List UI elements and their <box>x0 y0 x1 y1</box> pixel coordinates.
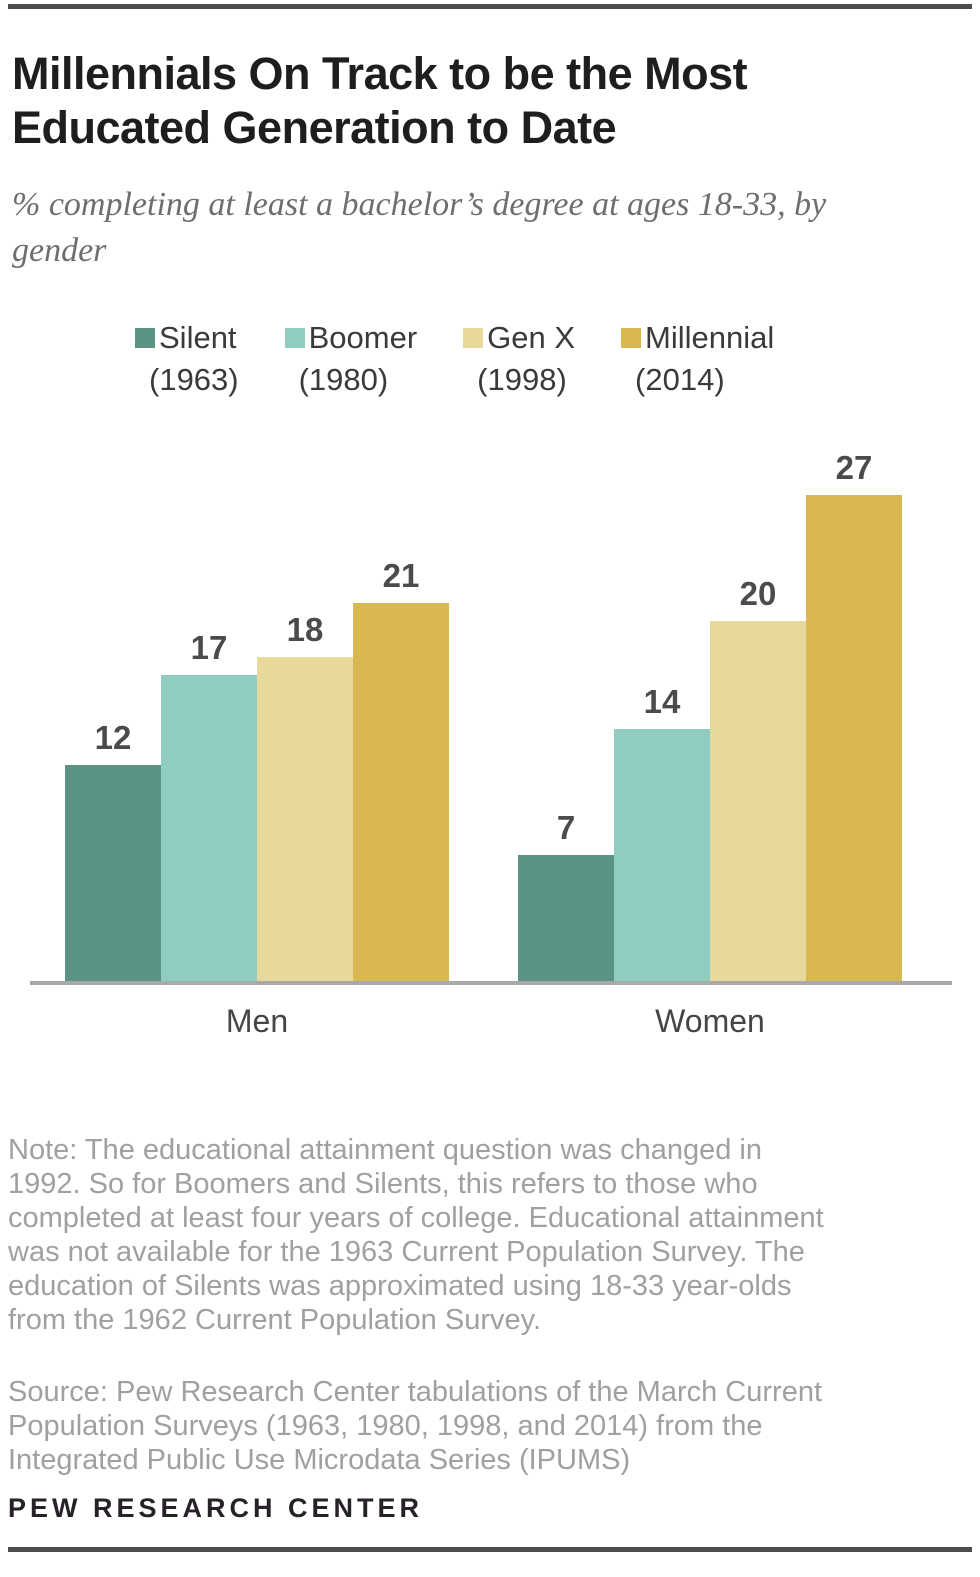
bar-column: 27 <box>806 449 902 981</box>
bar-group-men: 12 17 18 21 <box>65 557 449 981</box>
bottom-rule <box>8 1547 972 1552</box>
legend-item-silent: Silent (1963) <box>135 320 239 398</box>
bar-value-label: 12 <box>94 718 132 756</box>
note-line: from the 1962 Current Population Survey. <box>8 1303 542 1336</box>
category-label-women: Women <box>655 1002 765 1039</box>
bar-value-label: 14 <box>643 682 681 720</box>
category-label-men: Men <box>225 1002 289 1039</box>
legend-year: (1998) <box>477 361 567 397</box>
bar-millennial-women <box>806 494 902 981</box>
bar-boomer-men <box>161 674 257 981</box>
legend-swatch-icon <box>463 327 484 348</box>
note-line: education of Silents was approximated us… <box>8 1269 792 1302</box>
x-axis-labels: Men Women <box>30 985 952 1047</box>
legend-year: (1980) <box>298 361 389 397</box>
pew-research-center-wordmark: PEW RESEARCH CENTER <box>8 1492 424 1523</box>
note-line: completed at least four years of college… <box>8 1201 824 1234</box>
bar-column: 18 <box>257 611 353 981</box>
bar-value-label: 7 <box>556 808 576 846</box>
legend-swatch-icon <box>621 327 642 348</box>
bar-silent-women <box>518 854 614 981</box>
source-line: Population Surveys (1963, 1980, 1998, an… <box>8 1409 763 1442</box>
legend-swatch-icon <box>135 327 155 348</box>
bar-column: 17 <box>161 629 257 981</box>
bar-chart-plot: 12 17 18 21 7 14 20 27 <box>30 424 952 985</box>
bar-value-label: 20 <box>739 574 777 612</box>
note-text: Note: The educational attainment questio… <box>8 1133 968 1337</box>
bar-column: 20 <box>710 575 806 981</box>
legend: Silent (1963) Boomer (1980) Gen X (1998) Mille… <box>135 320 980 398</box>
bar-column: 7 <box>518 809 614 981</box>
bar-column: 12 <box>65 719 161 981</box>
bar-value-label: 18 <box>286 610 324 648</box>
bar-group-women: 7 14 20 27 <box>518 449 902 981</box>
bar-silent-men <box>65 764 161 981</box>
note-line: was not available for the 1963 Current P… <box>8 1235 805 1268</box>
top-rule <box>8 4 972 9</box>
bar-gen-x-women <box>710 620 806 981</box>
bar-column: 21 <box>353 557 449 981</box>
bar-column: 14 <box>614 683 710 981</box>
bar-value-label: 17 <box>190 628 228 666</box>
note-line: 1992. So for Boomers and Silents, this r… <box>8 1167 758 1200</box>
legend-label: Gen X <box>487 319 576 355</box>
source-line: Source: Pew Research Center tabulations … <box>8 1375 823 1408</box>
legend-item-millennial: Millennial (2014) <box>621 320 774 398</box>
chart-title: Millennials On Track to be the Most Educ… <box>12 48 748 154</box>
legend-item-boomer: Boomer (1980) <box>284 319 418 398</box>
legend-label: Millennial <box>645 319 775 355</box>
bar-gen-x-men <box>257 656 353 981</box>
legend-label: Silent <box>159 319 237 355</box>
chart-subtitle: % completing at least a bachelor’s degre… <box>12 185 827 269</box>
bar-value-label: 21 <box>382 556 420 594</box>
legend-swatch-icon <box>284 327 305 348</box>
legend-item-gen-x: Gen X (1998) <box>463 320 575 398</box>
source-text: Source: Pew Research Center tabulations … <box>8 1375 968 1477</box>
bar-value-label: 27 <box>835 448 873 486</box>
bar-millennial-men <box>353 602 449 981</box>
legend-year: (1963) <box>149 361 239 397</box>
note-line: Note: The educational attainment questio… <box>8 1133 762 1166</box>
legend-label: Boomer <box>308 319 418 355</box>
legend-year: (2014) <box>635 361 725 397</box>
source-line: Integrated Public Use Microdata Series (… <box>8 1443 631 1476</box>
bar-boomer-women <box>614 728 710 981</box>
